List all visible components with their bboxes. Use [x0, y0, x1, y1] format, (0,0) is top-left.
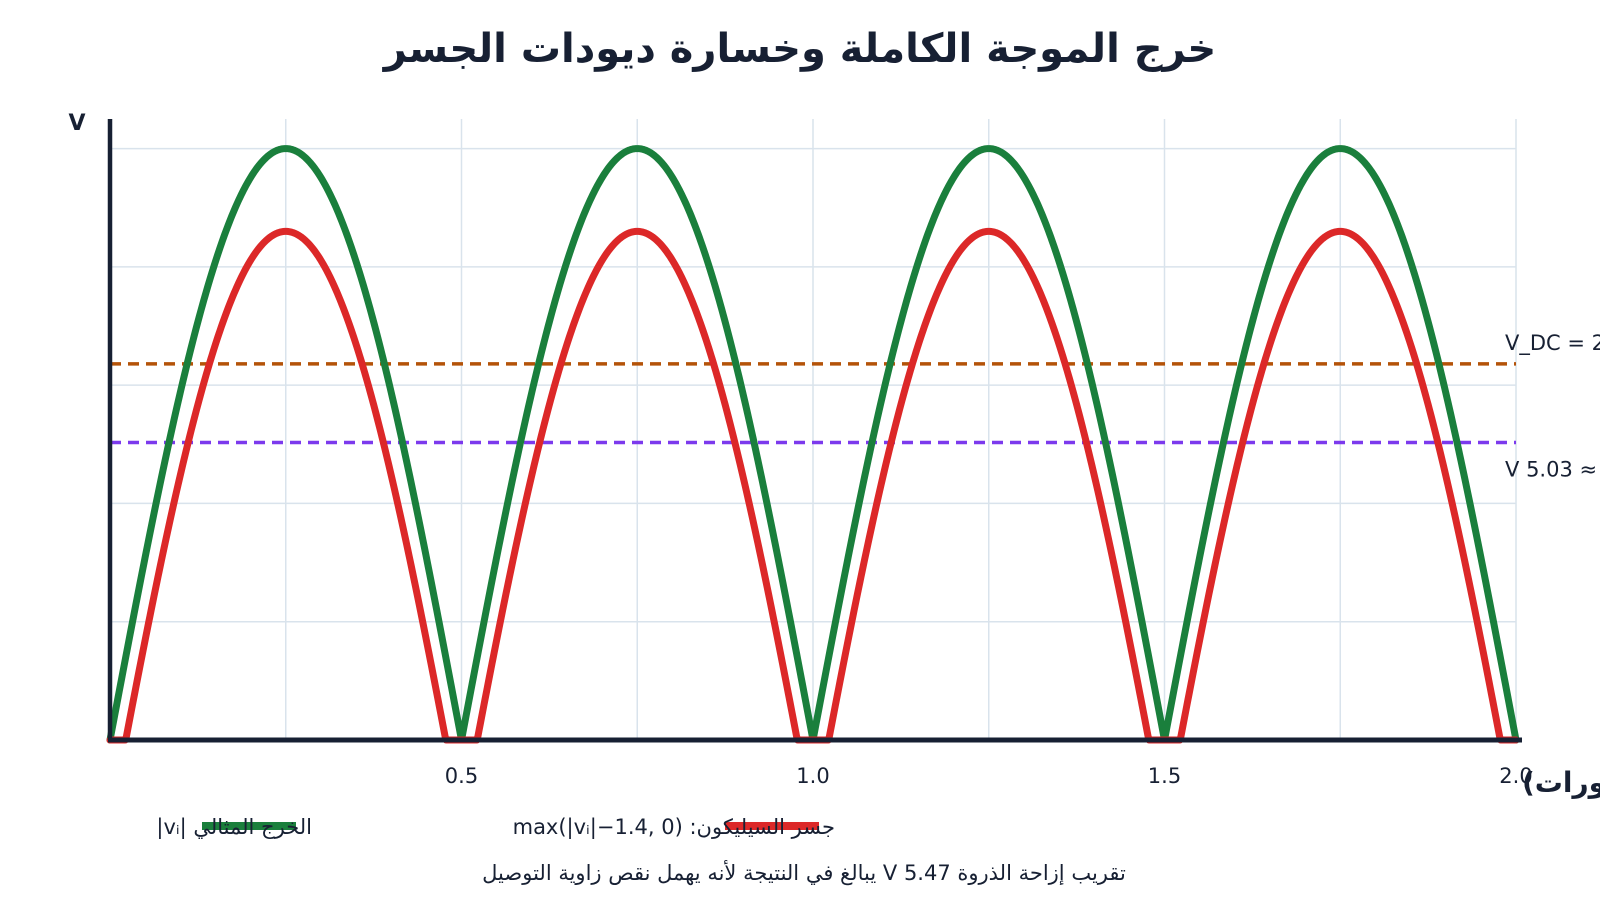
legend-label-silicon: جسر السيليكون: max(|vᵢ|−1.4, 0)	[513, 815, 835, 840]
axes	[107, 119, 1522, 743]
reference-lines	[110, 362, 1516, 445]
grid	[110, 119, 1517, 741]
x-tick-label: 1.5	[1148, 764, 1181, 788]
reference-label-ideal: الحالة المثالية: V_DC = 2Vₘ/π = 6.36 V	[1505, 331, 1600, 356]
chart-title: خرج الموجة الكاملة وخسارة ديودات الجسر	[382, 26, 1217, 72]
x-tick-labels: 0.5 1.0 1.5 2.0	[445, 764, 1533, 788]
x-tick-label: 0.5	[445, 764, 478, 788]
footnote: تقريب إزاحة الذروة 5.47 V يبالغ في النتي…	[482, 860, 1126, 886]
reference-labels: الحالة المثالية: V_DC = 2Vₘ/π = 6.36 V مت…	[1505, 331, 1600, 483]
y-axis-label: V	[68, 111, 85, 136]
legend-label-ideal: الخرج المثالي |vᵢ|	[156, 815, 312, 840]
reference-label-silicon: متوسط نموذج السيليكون الدقيق ≈ 5.03 V	[1505, 458, 1600, 483]
x-tick-label: 1.0	[796, 764, 829, 788]
x-axis-label: الزمن (دورات)	[1522, 766, 1600, 799]
legend: الخرج المثالي |vᵢ| جسر السيليكون: max(|v…	[156, 815, 835, 840]
x-tick-label: 2.0	[1499, 764, 1532, 788]
